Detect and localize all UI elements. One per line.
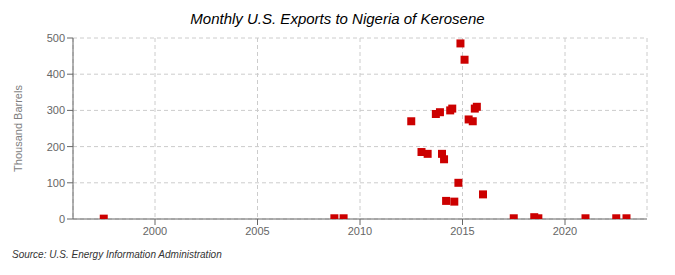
svg-text:2005: 2005 (245, 225, 269, 237)
html-text:Source: U.S. Energy Informatio: Source: U.S. Energy Information Administ… (12, 249, 222, 260)
svg-text:100: 100 (47, 177, 65, 189)
svg-text:0: 0 (59, 213, 65, 225)
svg-text:2020: 2020 (553, 225, 577, 237)
svg-text:400: 400 (47, 68, 65, 80)
svg-text:Thousand Barrels: Thousand Barrels (12, 85, 24, 172)
svg-text:2010: 2010 (348, 225, 372, 237)
svg-text:2000: 2000 (143, 225, 167, 237)
html-text:Monthly U.S. Exports to Nigeri: Monthly U.S. Exports to Nigeria of Keros… (190, 10, 485, 27)
svg-text:200: 200 (47, 141, 65, 153)
svg-text:2015: 2015 (450, 225, 474, 237)
svg-text:300: 300 (47, 104, 65, 116)
svg-text:500: 500 (47, 32, 65, 44)
